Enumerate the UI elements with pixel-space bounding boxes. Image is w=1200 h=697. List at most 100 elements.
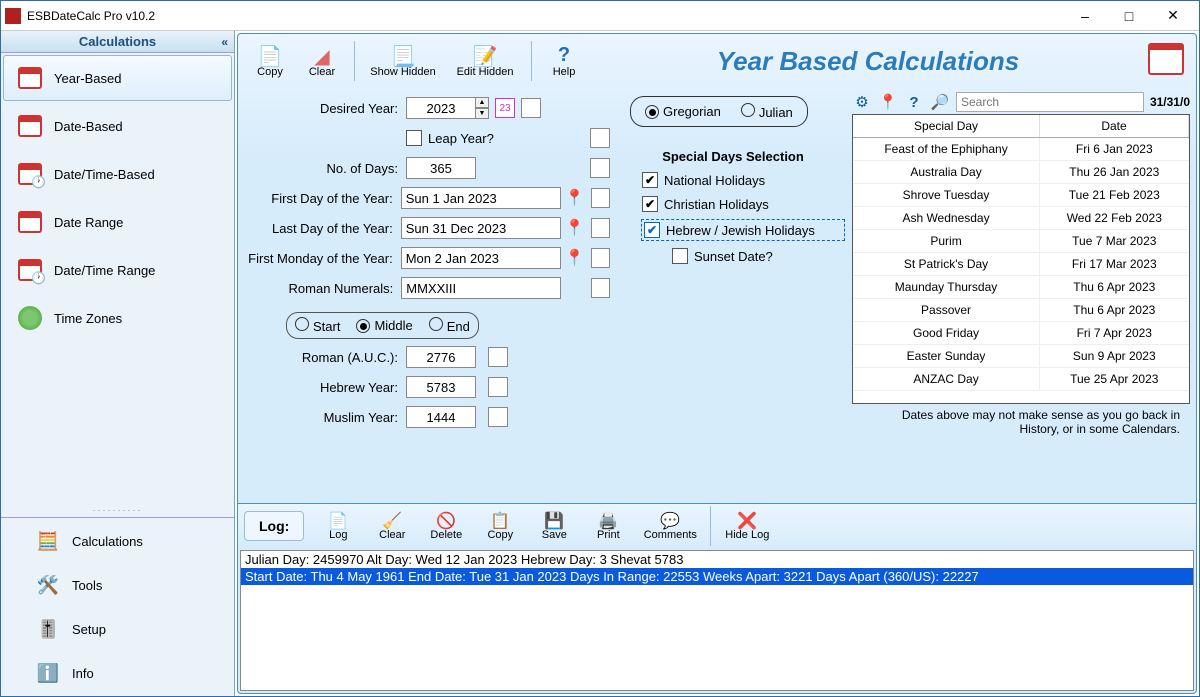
special-days-grid[interactable]: Special Day Date Feast of the EphiphanyF… bbox=[852, 114, 1190, 404]
cell-name: St Patrick's Day bbox=[853, 253, 1040, 276]
print-icon: 🖨️ bbox=[598, 511, 618, 529]
table-row[interactable]: Shrove TuesdayTue 21 Feb 2023 bbox=[853, 184, 1189, 207]
hide-row-firstmonday[interactable] bbox=[591, 248, 610, 268]
log-line[interactable]: Start Date: Thu 4 May 1961 End Date: Tue… bbox=[241, 568, 1193, 585]
table-row[interactable]: Good FridayFri 7 Apr 2023 bbox=[853, 322, 1189, 345]
table-row[interactable]: Easter SundaySun 9 Apr 2023 bbox=[853, 345, 1189, 368]
sunset-checkbox[interactable] bbox=[672, 248, 688, 264]
table-row[interactable]: ANZAC DayTue 25 Apr 2023 bbox=[853, 368, 1189, 391]
table-row[interactable]: Maunday ThursdayThu 6 Apr 2023 bbox=[853, 276, 1189, 299]
radio-julian[interactable]: Julian bbox=[741, 103, 793, 120]
cell-name: ANZAC Day bbox=[853, 368, 1040, 391]
hide-row-hebrew[interactable] bbox=[488, 377, 508, 397]
muslim-input[interactable] bbox=[406, 406, 476, 428]
grid-pin-icon[interactable]: 📍 bbox=[878, 92, 898, 112]
collapse-icon[interactable]: « bbox=[221, 35, 228, 49]
special-header: Special Days Selection bbox=[622, 149, 844, 164]
grid-settings-icon[interactable]: ⚙ bbox=[852, 92, 872, 112]
log-hide-button[interactable]: ❌Hide Log bbox=[717, 506, 777, 546]
cell-name: Purim bbox=[853, 230, 1040, 253]
leap-year-checkbox[interactable] bbox=[406, 130, 422, 146]
sunset-row[interactable]: Sunset Date? bbox=[672, 248, 844, 264]
log-delete-button[interactable]: 🚫Delete bbox=[420, 506, 472, 546]
bottom-item-setup[interactable]: 🎚️Setup bbox=[3, 608, 232, 650]
sidebar-item-year-based[interactable]: Year-Based bbox=[3, 55, 232, 101]
sidebar-item-datetime-based[interactable]: Date/Time-Based bbox=[3, 151, 232, 197]
radio-start[interactable]: Start bbox=[295, 317, 340, 334]
hide-row-firstday[interactable] bbox=[591, 188, 610, 208]
clear-button[interactable]: ◢Clear bbox=[298, 38, 346, 84]
christian-checkbox[interactable]: ✔ bbox=[642, 196, 658, 212]
cell-date: Fri 7 Apr 2023 bbox=[1040, 322, 1189, 345]
hide-row-lastday[interactable] bbox=[591, 218, 610, 238]
auc-input[interactable] bbox=[406, 346, 476, 368]
christian-row[interactable]: ✔Christian Holidays bbox=[642, 196, 844, 212]
table-row[interactable]: Feast of the EphiphanyFri 6 Jan 2023 bbox=[853, 138, 1189, 161]
table-row[interactable]: PassoverThu 6 Apr 2023 bbox=[853, 299, 1189, 322]
hide-row-leap[interactable] bbox=[590, 128, 610, 148]
hide-row-muslim[interactable] bbox=[488, 407, 508, 427]
hebrew-input[interactable] bbox=[406, 376, 476, 398]
sidebar-item-date-based[interactable]: Date-Based bbox=[3, 103, 232, 149]
hebrew-row[interactable]: ✔Hebrew / Jewish Holidays bbox=[642, 220, 844, 240]
roman-input[interactable] bbox=[401, 277, 561, 299]
hide-row-desired-year[interactable] bbox=[521, 98, 541, 118]
copy-icon: 📄 bbox=[258, 44, 283, 66]
table-row[interactable]: Australia DayThu 26 Jan 2023 bbox=[853, 161, 1189, 184]
pin-icon[interactable]: 📍 bbox=[565, 218, 585, 238]
pin-icon[interactable]: 📍 bbox=[565, 188, 585, 208]
minimize-button[interactable]: – bbox=[1063, 2, 1107, 30]
national-checkbox[interactable]: ✔ bbox=[642, 172, 658, 188]
help-button[interactable]: ?Help bbox=[540, 38, 588, 84]
national-row[interactable]: ✔National Holidays bbox=[642, 172, 844, 188]
hide-row-auc[interactable] bbox=[488, 347, 508, 367]
clear-icon: 🧹 bbox=[382, 511, 402, 529]
pin-icon[interactable]: 📍 bbox=[565, 248, 585, 268]
bottom-item-calculations[interactable]: 🧮Calculations bbox=[3, 520, 232, 562]
firstday-input[interactable] bbox=[401, 187, 561, 209]
log-save-button[interactable]: 💾Save bbox=[528, 506, 580, 546]
grid-col-date[interactable]: Date bbox=[1040, 115, 1189, 138]
log-print-button[interactable]: 🖨️Print bbox=[582, 506, 634, 546]
log-clear-button[interactable]: 🧹Clear bbox=[366, 506, 418, 546]
cell-name: Maunday Thursday bbox=[853, 276, 1040, 299]
table-row[interactable]: PurimTue 7 Mar 2023 bbox=[853, 230, 1189, 253]
maximize-button[interactable]: □ bbox=[1107, 2, 1151, 30]
resize-dots[interactable]: ·········· bbox=[1, 503, 234, 517]
cell-date: Thu 26 Jan 2023 bbox=[1040, 161, 1189, 184]
log-text[interactable]: Julian Day: 2459970 Alt Day: Wed 12 Jan … bbox=[240, 550, 1194, 691]
log-copy-button[interactable]: 📋Copy bbox=[474, 506, 526, 546]
hide-row-roman[interactable] bbox=[591, 278, 610, 298]
sidebar-item-date-range[interactable]: Date Range bbox=[3, 199, 232, 245]
year-spin-down[interactable]: ▼ bbox=[475, 108, 489, 119]
table-row[interactable]: Ash WednesdayWed 22 Feb 2023 bbox=[853, 207, 1189, 230]
bottom-item-tools[interactable]: 🛠️Tools bbox=[3, 564, 232, 606]
info-icon: ℹ️ bbox=[34, 661, 62, 685]
log-line[interactable]: Julian Day: 2459970 Alt Day: Wed 12 Jan … bbox=[241, 551, 1193, 568]
nodays-input[interactable] bbox=[406, 157, 476, 179]
show-hidden-button[interactable]: 📃Show Hidden bbox=[363, 38, 443, 84]
grid-find-icon[interactable]: 🔎 bbox=[930, 92, 950, 112]
log-comments-button[interactable]: 💬Comments bbox=[636, 506, 704, 546]
bottom-item-info[interactable]: ℹ️Info bbox=[3, 652, 232, 694]
sidebar-item-datetime-range[interactable]: Date/Time Range bbox=[3, 247, 232, 293]
century-box[interactable]: 23 bbox=[495, 98, 515, 118]
hide-row-nodays[interactable] bbox=[590, 158, 610, 178]
copy-button[interactable]: 📄Copy bbox=[246, 38, 294, 84]
year-spin-up[interactable]: ▲ bbox=[475, 97, 489, 108]
radio-end[interactable]: End bbox=[429, 317, 470, 334]
radio-middle[interactable]: Middle bbox=[356, 318, 412, 334]
sidebar-item-timezones[interactable]: Time Zones bbox=[3, 295, 232, 341]
edit-hidden-button[interactable]: 📝Edit Hidden bbox=[447, 38, 523, 84]
table-row[interactable]: St Patrick's DayFri 17 Mar 2023 bbox=[853, 253, 1189, 276]
hebrew-checkbox[interactable]: ✔ bbox=[644, 222, 660, 238]
log-log-button[interactable]: 📄Log bbox=[312, 506, 364, 546]
desired-year-input[interactable] bbox=[406, 97, 476, 119]
close-button[interactable]: ✕ bbox=[1151, 2, 1195, 30]
grid-help-icon[interactable]: ? bbox=[904, 92, 924, 112]
firstmonday-input[interactable] bbox=[401, 247, 561, 269]
radio-gregorian[interactable]: Gregorian bbox=[645, 104, 721, 120]
grid-search-input[interactable] bbox=[956, 92, 1144, 112]
lastday-input[interactable] bbox=[401, 217, 561, 239]
grid-col-name[interactable]: Special Day bbox=[853, 115, 1040, 138]
